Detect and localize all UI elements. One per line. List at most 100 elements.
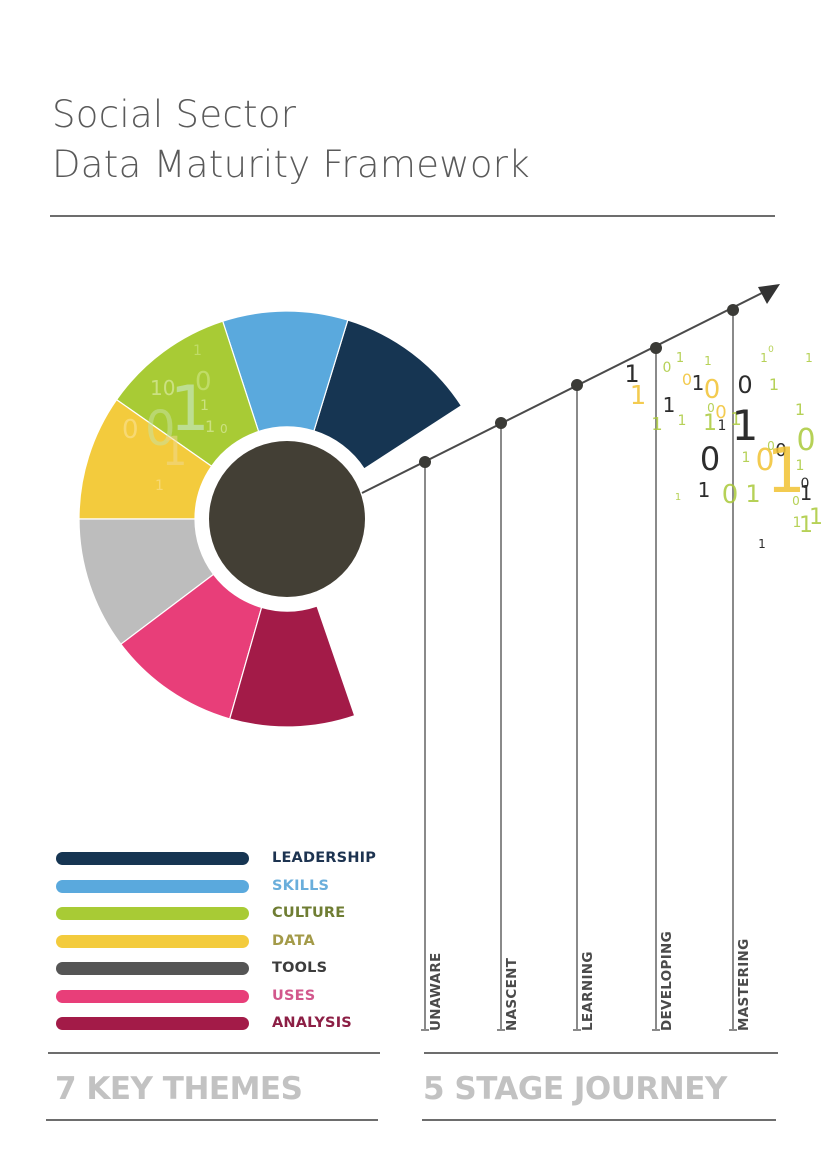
legend-swatch — [56, 935, 249, 948]
hub-circle — [209, 441, 365, 597]
watermark-digit: 1 — [155, 478, 164, 494]
watermark-digit: 0 — [195, 367, 212, 397]
journey-top-divider — [424, 1052, 778, 1054]
binary-digit: 0 — [792, 494, 800, 508]
watermark-digit: 1 — [170, 372, 209, 445]
binary-digit: 0 — [715, 402, 726, 423]
legend-label: DATA — [272, 933, 315, 949]
legend-item-skills: SKILLS — [56, 878, 356, 894]
binary-digit: 1 — [630, 381, 647, 411]
stage-label-mastering: MASTERING — [736, 938, 752, 1031]
binary-digit: 0 — [707, 401, 715, 415]
watermark-digit: 1 — [205, 417, 215, 436]
binary-digit: 1 — [795, 400, 805, 419]
binary-digit: 1 — [796, 458, 805, 474]
binary-digit: 1 — [800, 481, 813, 505]
watermark-digit: 0 — [122, 415, 139, 445]
stage-label-developing: DEVELOPING — [659, 931, 675, 1031]
stage-dot-developing — [650, 342, 662, 354]
binary-digit: 0 — [775, 440, 786, 461]
themes-section-title: 7 KEY THEMES — [55, 1071, 303, 1107]
watermark-digit: 10 — [150, 376, 175, 400]
legend-swatch — [56, 990, 249, 1003]
stage-label-nascent: NASCENT — [504, 957, 520, 1031]
binary-digit: 1 — [758, 537, 766, 551]
binary-digit: 0 — [682, 370, 692, 389]
watermark-digit: 0 — [220, 422, 228, 436]
watermark-digit: 1 — [162, 429, 187, 475]
binary-digit: 0 — [704, 375, 721, 405]
binary-digit: 1 — [675, 492, 681, 503]
watermark-digit: 1 — [200, 398, 209, 414]
stage-label-learning: LEARNING — [580, 951, 596, 1031]
binary-digit: 1 — [766, 434, 805, 507]
binary-digit: 1 — [698, 478, 711, 502]
watermark-digit: 1 — [193, 343, 202, 359]
binary-digit: 1 — [793, 515, 802, 531]
binary-digit: 0 — [722, 480, 739, 510]
stage-journey — [361, 284, 780, 1031]
legend-item-data: DATA — [56, 933, 356, 949]
binary-digit: 1 — [663, 393, 676, 417]
journey-section-title: 5 STAGE JOURNEY — [423, 1071, 727, 1107]
legend-item-culture: CULTURE — [56, 905, 356, 921]
binary-digit: 0 — [700, 440, 720, 478]
legend-swatch — [56, 1017, 249, 1030]
binary-digit: 0 — [768, 345, 774, 355]
binary-digit: 0 — [801, 476, 810, 492]
legend-label: CULTURE — [272, 905, 346, 921]
binary-digit: 1 — [809, 505, 823, 530]
binary-digit: 1 — [769, 375, 779, 394]
binary-digit: 1 — [676, 351, 684, 366]
binary-digit: 0 — [796, 423, 815, 458]
binary-digit: 1 — [651, 414, 662, 435]
stage-dot-nascent — [495, 417, 507, 429]
title-line-1: Social Sector — [52, 93, 297, 136]
binary-digit: 0 — [755, 443, 774, 478]
binary-digit: 1 — [718, 418, 727, 434]
themes-donut — [78, 310, 463, 728]
binary-digit: 1 — [624, 360, 639, 388]
binary-digit: 1 — [678, 413, 687, 429]
legend-swatch — [56, 880, 249, 893]
binary-digit: 0 — [767, 439, 775, 453]
legend-swatch — [56, 962, 249, 975]
binary-digit: 1 — [732, 401, 759, 450]
stage-dot-learning — [571, 379, 583, 391]
themes-top-divider — [48, 1052, 380, 1054]
binary-digit: 0 — [737, 371, 752, 399]
legend-item-uses: USES — [56, 988, 356, 1004]
legend-label: USES — [272, 988, 316, 1004]
legend-item-leadership: LEADERSHIP — [56, 850, 376, 866]
binary-digit: 1 — [730, 409, 741, 430]
legend-item-analysis: ANALYSIS — [56, 1015, 356, 1031]
binary-digit: 1 — [692, 371, 705, 395]
binary-digit: 1 — [745, 480, 760, 508]
legend-label: TOOLS — [272, 960, 328, 976]
binary-digit: 0 — [663, 360, 672, 376]
title-line-2: Data Maturity Framework — [52, 143, 531, 186]
legend-swatch — [56, 852, 249, 865]
legend-label: ANALYSIS — [272, 1015, 352, 1031]
stage-dot-unaware — [419, 456, 431, 468]
legend-label: LEADERSHIP — [272, 850, 377, 866]
watermark-digit: 0 — [145, 401, 176, 457]
binary-digit: 1 — [704, 354, 712, 368]
legend-label: SKILLS — [272, 878, 330, 894]
stage-dot-mastering — [727, 304, 739, 316]
binary-digit: 1 — [760, 351, 768, 365]
binary-digit: 1 — [742, 450, 751, 466]
legend-swatch — [56, 907, 249, 920]
legend-item-tools: TOOLS — [56, 960, 356, 976]
binary-digit: 1 — [703, 411, 717, 436]
binary-digit: 1 — [799, 513, 813, 538]
arrow-head-icon — [758, 284, 780, 304]
binary-digit: 1 — [805, 351, 813, 365]
stage-label-unaware: UNAWARE — [428, 952, 444, 1031]
themes-bottom-divider — [46, 1119, 378, 1121]
title-divider — [50, 215, 775, 217]
journey-bottom-divider — [422, 1119, 776, 1121]
